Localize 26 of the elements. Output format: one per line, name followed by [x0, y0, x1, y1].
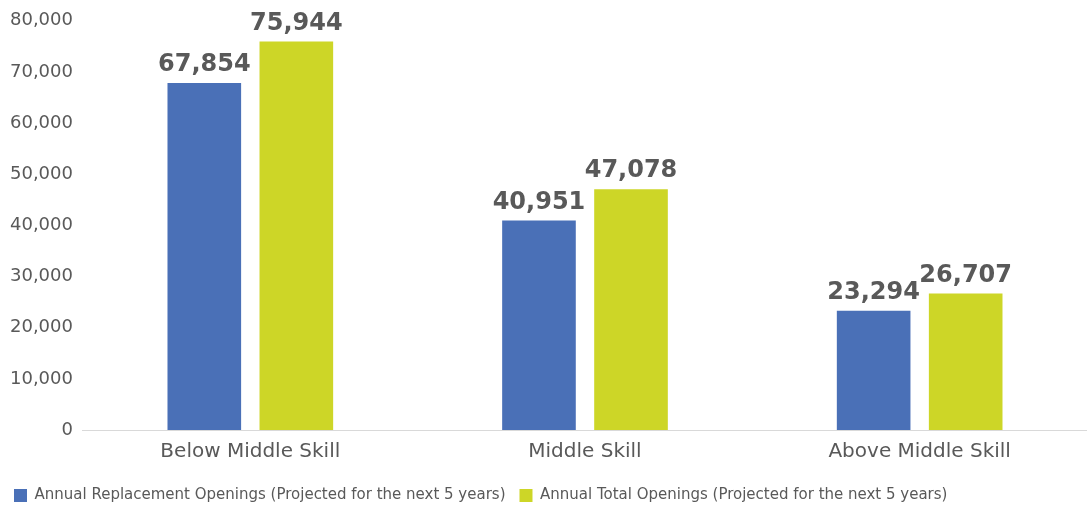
y-tick-label: 50,000	[10, 161, 73, 183]
legend-label: Annual Total Openings (Projected for the next 5 years)	[539, 485, 948, 504]
y-tick-label: 40,000	[10, 213, 73, 235]
x-tick-label: Middle Skill	[528, 438, 642, 463]
y-tick-label: 0	[61, 417, 73, 439]
bar	[928, 293, 1003, 430]
x-tick-label: Below Middle Skill	[160, 438, 341, 463]
y-tick-label: 10,000	[10, 366, 73, 388]
y-tick-label: 30,000	[10, 264, 73, 286]
y-tick-label: 70,000	[10, 59, 73, 81]
y-tick-label: 60,000	[10, 110, 73, 132]
data-label: 75,944	[250, 7, 343, 36]
y-tick-label: 80,000	[10, 8, 73, 30]
x-tick-label: Above Middle Skill	[828, 438, 1011, 463]
bar	[836, 310, 911, 430]
y-tick-label: 20,000	[10, 315, 73, 337]
data-label: 40,951	[492, 186, 586, 215]
bar	[167, 82, 242, 430]
bar	[594, 189, 668, 430]
data-label: 67,854	[157, 49, 251, 78]
bar	[502, 220, 576, 430]
legend-label: Annual Replacement Openings (Projected for the next 5 years)	[34, 485, 506, 504]
bar	[259, 41, 334, 430]
data-label: 23,294	[827, 277, 920, 306]
data-label: 26,707	[919, 259, 1012, 288]
data-label: 47,078	[584, 155, 678, 184]
